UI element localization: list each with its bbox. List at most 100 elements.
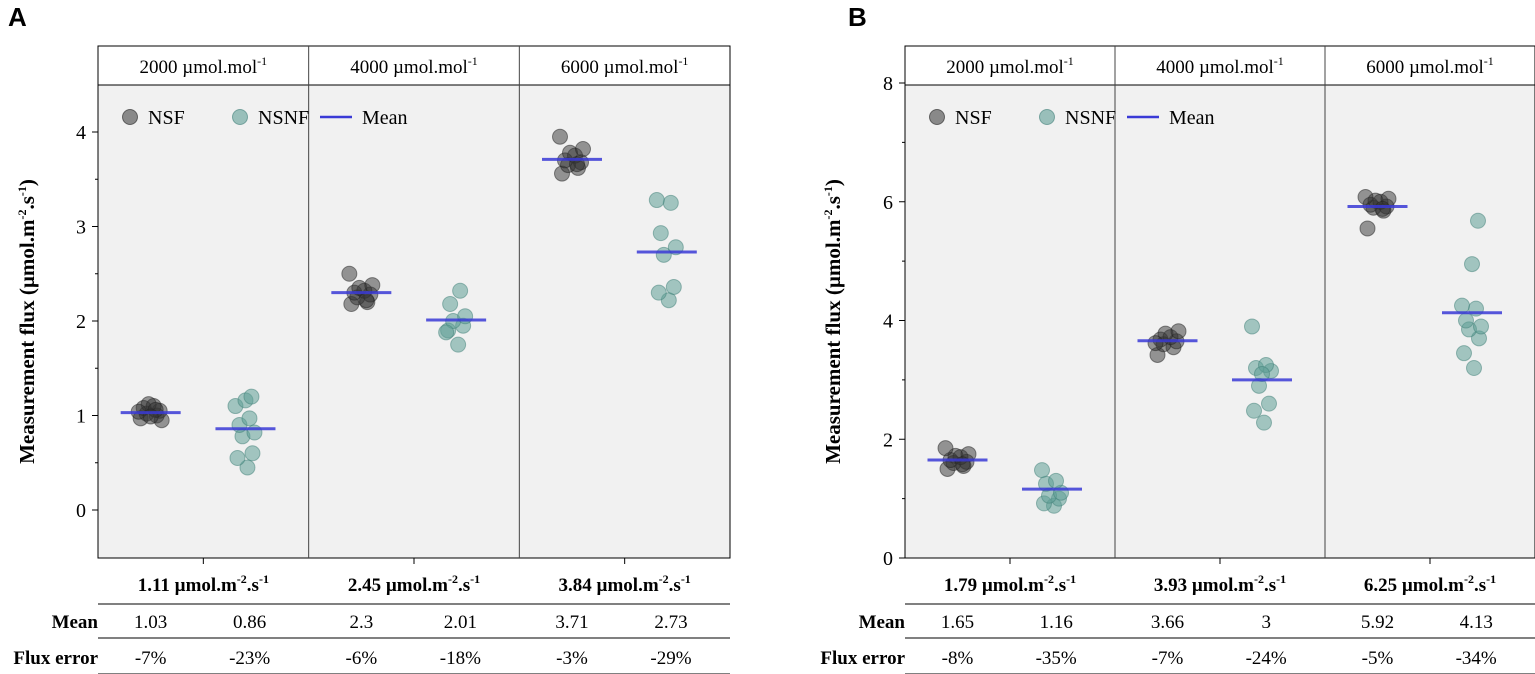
group-header: 6000 µmol.mol-1 (1366, 54, 1494, 78)
error-nsf-cell: -7% (1152, 648, 1184, 669)
group-header-exp: -1 (1274, 54, 1284, 68)
group-header-exp: -1 (678, 54, 688, 68)
y-tick-label: 0 (883, 548, 893, 570)
nsnf-point (241, 410, 258, 427)
true-flux-text: 1.79 µmol.m (944, 575, 1044, 596)
nsf-point (1147, 335, 1164, 352)
group-header-text: 4000 µmol.mol (1156, 57, 1274, 78)
true-flux-mid: .s (1264, 575, 1276, 596)
nsf-point (575, 141, 591, 158)
true-flux-exp: -1 (681, 572, 691, 586)
nsnf-point (1048, 472, 1064, 489)
nsnf-point (1034, 462, 1050, 479)
group-header-exp: -1 (468, 54, 478, 68)
error-nsnf-cell: -18% (440, 648, 481, 669)
legend-nsnf-label: NSNF (258, 107, 309, 129)
group-header-text: 6000 µmol.mol (561, 57, 679, 78)
true-flux-exp: -2 (659, 572, 669, 586)
nsnf-point (243, 388, 260, 405)
true-flux-exp: -2 (237, 572, 247, 586)
nsf-point (1170, 323, 1187, 340)
true-flux-exp: -1 (1276, 572, 1286, 586)
y-tick-label: 0 (76, 500, 86, 522)
nsnf-point (648, 192, 665, 209)
panel-letter: A (8, 2, 27, 32)
y-axis-label-exp: -1 (821, 186, 835, 196)
y-axis-label-mid: .s (15, 196, 39, 209)
y-tick-label: 2 (76, 311, 86, 333)
legend-mean-label: Mean (362, 107, 408, 129)
y-tick-label: 8 (883, 73, 893, 95)
nsnf-point (1466, 360, 1482, 376)
nsnf-point (1244, 318, 1260, 335)
error-nsf-cell: -8% (942, 648, 974, 669)
nsnf-point (1246, 402, 1262, 419)
nsf-point (1374, 200, 1391, 217)
legend-nsnf-label: NSNF (1065, 107, 1116, 129)
nsf-point (1357, 189, 1374, 205)
nsnf-point (650, 284, 667, 301)
mean-nsf-cell: 3.66 (1151, 612, 1184, 633)
true-flux-value: 6.25 µmol.m-2.s-1 (1364, 572, 1496, 596)
nsnf-point (438, 324, 455, 341)
nsnf-point (1473, 318, 1489, 335)
true-flux-mid: .s (458, 575, 470, 596)
nsnf-point (665, 278, 682, 295)
legend-nsnf-marker (1039, 109, 1055, 125)
nsnf-point (662, 194, 679, 211)
header-strip (97, 45, 731, 86)
legend-nsnf-marker (232, 109, 248, 125)
true-flux-mid: .s (669, 575, 681, 596)
true-flux-exp: -1 (259, 572, 269, 586)
mean-nsf-cell: 1.65 (941, 612, 974, 633)
mean-nsnf-cell: 3 (1261, 612, 1271, 633)
nsnf-point (1464, 256, 1480, 273)
legend-nsf-marker (929, 109, 945, 125)
true-flux-exp: -1 (1066, 572, 1076, 586)
true-flux-value: 1.79 µmol.m-2.s-1 (944, 572, 1076, 596)
nsnf-point (1470, 212, 1486, 229)
nsf-point (364, 277, 381, 294)
error-nsnf-cell: -35% (1036, 648, 1077, 669)
nsnf-point (452, 282, 469, 299)
group-header-text: 6000 µmol.mol (1366, 57, 1484, 78)
y-tick-label: 1 (76, 406, 86, 428)
true-flux-exp: -2 (1044, 572, 1054, 586)
group-header: 2000 µmol.mol-1 (140, 54, 268, 78)
mean-nsf-cell: 3.71 (555, 612, 588, 633)
mean-nsnf-cell: 0.86 (233, 612, 266, 633)
y-axis-label-mid: .s (821, 196, 845, 209)
true-flux-exp: -2 (1254, 572, 1264, 586)
true-flux-exp: -2 (1464, 572, 1474, 586)
nsnf-point (442, 295, 459, 312)
legend-nsf-marker (122, 109, 138, 125)
true-flux-text: 2.45 µmol.m (348, 575, 448, 596)
nsnf-point (244, 445, 261, 462)
y-axis-label: Measurement flux (µmol.m-2.s-1) (15, 179, 39, 464)
error-nsnf-cell: -24% (1246, 648, 1287, 669)
nsnf-point (652, 225, 669, 242)
row-label-mean: Mean (52, 612, 99, 633)
group-header-text: 4000 µmol.mol (350, 57, 468, 78)
row-label-flux-error: Flux error (820, 648, 905, 669)
nsnf-point (1254, 365, 1270, 382)
true-flux-exp: -1 (470, 572, 480, 586)
group-header-exp: -1 (1064, 54, 1074, 68)
error-nsnf-cell: -23% (229, 648, 270, 669)
mean-nsnf-cell: 4.13 (1460, 612, 1493, 633)
mean-nsnf-cell: 2.01 (444, 612, 477, 633)
error-nsf-cell: -7% (135, 648, 167, 669)
header-strip (904, 45, 1535, 86)
nsnf-point (1256, 414, 1272, 431)
true-flux-text: 1.11 µmol.m (138, 575, 237, 596)
group-header-exp: -1 (1484, 54, 1494, 68)
true-flux-mid: .s (247, 575, 259, 596)
nsf-point (1359, 220, 1376, 237)
true-flux-value: 3.93 µmol.m-2.s-1 (1154, 572, 1286, 596)
group-header-exp: -1 (257, 54, 267, 68)
row-label-flux-error: Flux error (13, 648, 98, 669)
y-tick-label: 4 (883, 311, 893, 333)
